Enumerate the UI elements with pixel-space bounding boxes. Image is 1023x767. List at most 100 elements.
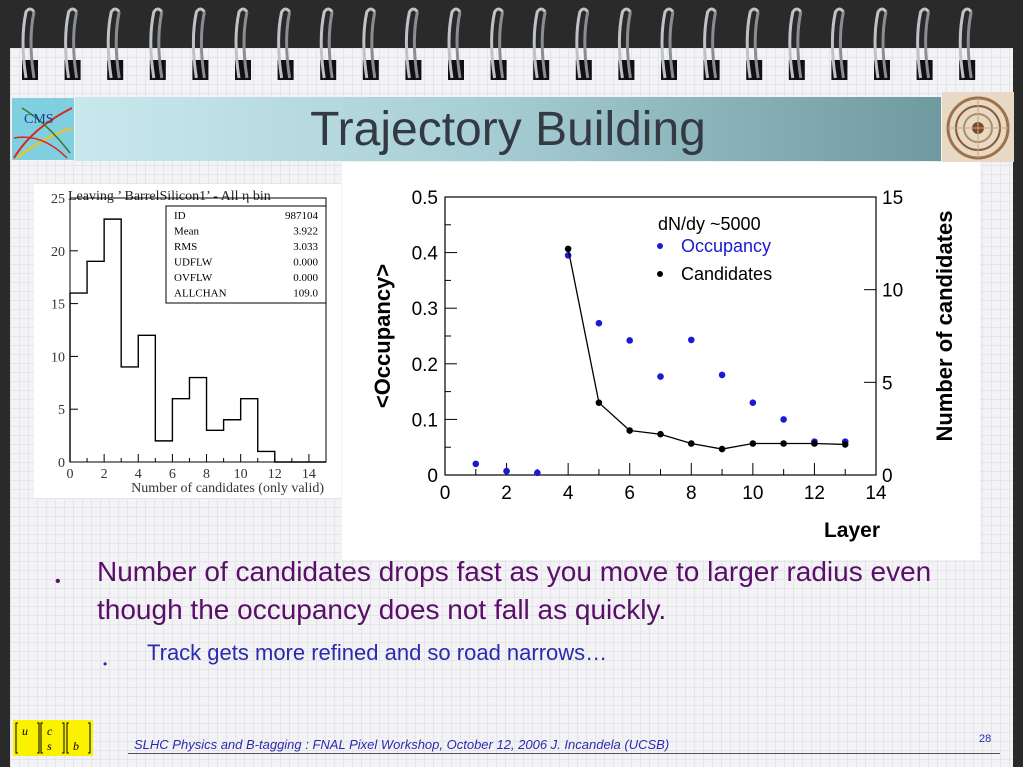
binding-ring [106, 7, 124, 80]
binding-wire [285, 11, 292, 79]
binding-wire [64, 7, 78, 79]
histogram-bar [104, 219, 121, 462]
candidates-point [595, 399, 603, 407]
histogram-bar [155, 441, 172, 462]
x-tick-label: 2 [101, 467, 108, 482]
y-tick-label: 15 [51, 298, 65, 313]
candidates-point [564, 245, 572, 253]
x-tick-label: 6 [624, 483, 635, 504]
y2-axis-label: Number of candidates [932, 210, 957, 441]
bullet-marker: • [55, 573, 61, 590]
x-tick-label: 10 [234, 467, 248, 482]
histogram-title: Leaving ’ BarrelSilicon1’ - All η bin [68, 189, 271, 204]
binding-ring [660, 7, 677, 80]
histogram-bar [224, 420, 241, 462]
y-tick-label: 0 [58, 456, 65, 471]
occupancy-point [749, 399, 757, 407]
histogram-outline [69, 218, 326, 463]
histogram-bar [87, 261, 104, 462]
binding-ring [958, 7, 976, 80]
binding-wire [711, 11, 718, 79]
x-tick-label: 6 [169, 467, 176, 482]
stats-label: OVFLW [174, 272, 213, 284]
x-tick-label: 4 [563, 483, 574, 504]
y-axis-label: <Occupancy> [370, 264, 395, 408]
plot-annotation: dN/dy ~5000 [658, 214, 761, 234]
binding-wire [532, 7, 547, 79]
binding-ring [490, 7, 507, 80]
binding-wire [157, 11, 164, 79]
binding-wire [149, 7, 164, 79]
footer-divider [128, 753, 1000, 754]
occupancy-point [780, 416, 787, 423]
footer-text: SLHC Physics and B-tagging : FNAL Pixel … [134, 737, 670, 752]
binding-wire [838, 11, 845, 79]
binding-wire [966, 11, 973, 79]
x-tick-label: 12 [804, 483, 825, 504]
binding-ring [149, 7, 166, 80]
occupancy-point [503, 467, 510, 475]
binding-wire [660, 7, 675, 79]
ucsb-letter-s: s [47, 739, 52, 753]
binding-wire [796, 11, 803, 79]
binding-ring [447, 7, 464, 80]
binding-wire [745, 7, 760, 79]
candidates-point [687, 440, 695, 447]
y-tick-label: 0.1 [412, 410, 438, 431]
binding-wire [575, 7, 590, 79]
binding-ring [830, 7, 848, 80]
binding-wire [490, 7, 504, 79]
y-tick-label: 0.3 [412, 299, 438, 320]
binding-wire [703, 7, 717, 79]
candidates-point [841, 441, 849, 448]
binding-ring [64, 7, 81, 80]
binding-wire [319, 7, 334, 79]
binding-ring [575, 7, 592, 80]
histogram-bar [138, 335, 155, 462]
binding-wire [625, 11, 632, 79]
stats-value: 0.000 [293, 257, 318, 269]
y-tick-label: 20 [51, 245, 65, 260]
slide-title: Trajectory Building [310, 103, 706, 156]
y-tick-label: 0.5 [412, 188, 438, 209]
x-tick-label: 8 [686, 483, 697, 504]
binding-wire [191, 7, 206, 79]
cms-logo-text: CMS [24, 112, 54, 127]
binding-ring [745, 7, 763, 80]
legend-label: Occupancy [681, 236, 771, 256]
binding-wire [455, 11, 462, 79]
occupancy-vs-layer-plot: 0 0.1 0.2 0.3 0.4 0.5 0 5 10 15 0 2 4 6 8 10 12 14 Layer <O… [342, 162, 980, 560]
sub-bullet-marker: • [103, 657, 108, 671]
page-number: 28 [979, 733, 992, 745]
y-tick-label: 10 [51, 350, 65, 365]
stats-label: Mean [174, 226, 200, 238]
y2-tick-label: 15 [882, 188, 903, 209]
candidates-line [567, 248, 846, 450]
histogram-bar [70, 293, 87, 462]
ucsb-letter-u: u [22, 724, 28, 738]
title-band [75, 97, 941, 161]
occupancy-point [718, 371, 726, 379]
binding-ring [191, 7, 209, 80]
binding-ring [277, 7, 294, 80]
occupancy-point [595, 319, 603, 327]
legend-marker [657, 271, 663, 277]
binding-wire [668, 11, 675, 79]
sub-bullet-text: Track gets more refined and so road narr… [147, 640, 608, 665]
binding-ring [916, 7, 933, 80]
x-axis-label: Layer [824, 519, 880, 542]
binding-wire [958, 7, 973, 79]
binding-ring [532, 7, 550, 80]
histogram-bar [258, 451, 275, 462]
histogram-bar [172, 399, 189, 462]
x-tick-label: 12 [268, 467, 282, 482]
y2-tick-label: 10 [882, 281, 903, 302]
spiral-binding [21, 7, 976, 80]
binding-wire [29, 11, 36, 79]
y-tick-label: 5 [58, 403, 65, 418]
stats-label: RMS [174, 241, 197, 253]
candidates-point [811, 440, 818, 447]
x-tick-label: 14 [865, 483, 887, 504]
histogram-bar [207, 430, 224, 462]
legend-label: Candidates [681, 264, 772, 284]
